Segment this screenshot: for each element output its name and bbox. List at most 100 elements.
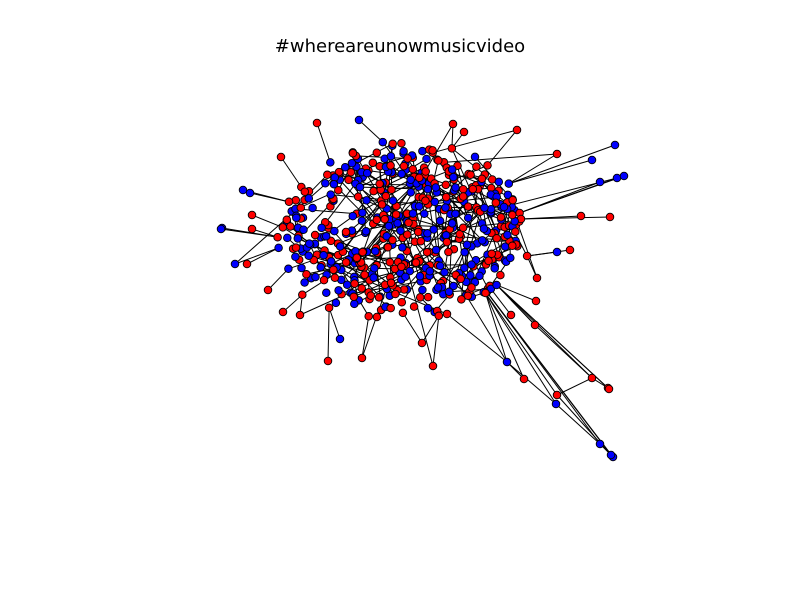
graph-node-red [483, 161, 492, 170]
graph-node-red [329, 265, 338, 275]
graph-node-red [330, 273, 340, 282]
graph-edge [508, 144, 616, 185]
graph-node-blue [490, 264, 499, 273]
graph-node-blue [423, 184, 433, 194]
graph-node-blue [308, 203, 317, 213]
graph-node-blue [415, 271, 425, 281]
graph-node-red [310, 230, 320, 240]
graph-node-red [368, 158, 378, 168]
graph-node-red [319, 275, 329, 285]
graph-edge [328, 307, 341, 340]
graph-node-red [481, 288, 490, 298]
graph-edge [421, 315, 440, 344]
graph-node-blue [587, 155, 597, 165]
graph-node-blue [551, 399, 561, 409]
graph-node-red [357, 284, 366, 293]
graph-node-blue [406, 175, 415, 185]
graph-node-blue [502, 357, 512, 367]
graph-edge [534, 324, 593, 379]
graph-node-blue [322, 288, 331, 298]
graph-edge [520, 215, 582, 220]
graph-node-red [605, 212, 615, 222]
graph-node-red [391, 289, 400, 299]
graph-node-red [358, 247, 367, 257]
graph-node-red [565, 245, 575, 255]
graph-node-red [458, 192, 468, 201]
graph-node-red [388, 139, 397, 149]
graph-node-red [323, 356, 333, 366]
graph-node-blue [418, 146, 427, 156]
graph-node-red [422, 248, 432, 257]
graph-node-red [530, 320, 540, 330]
graph-node-blue [444, 287, 454, 297]
graph-node-blue [503, 230, 512, 240]
graph-node-red [372, 312, 382, 322]
graph-node-red [353, 192, 363, 201]
graph-node-red [282, 215, 292, 225]
graph-node-blue [447, 219, 457, 228]
graph-node-red [372, 215, 381, 225]
graph-node-red [411, 258, 421, 267]
graph-edge [249, 192, 290, 203]
graph-node-blue [316, 262, 325, 272]
graph-node-blue [245, 188, 255, 198]
graph-node-blue [499, 202, 509, 212]
graph-node-blue [423, 303, 433, 313]
graph-node-blue [369, 273, 378, 282]
graph-edge [375, 220, 408, 249]
graph-node-blue [386, 152, 396, 161]
graph-node-blue [414, 202, 424, 211]
graph-node-red [552, 390, 562, 400]
graph-node-red [458, 184, 468, 194]
graph-node-red [463, 202, 473, 211]
graph-node-blue [463, 213, 473, 223]
graph-node-blue [304, 194, 314, 203]
graph-edge [519, 175, 625, 214]
graph-node-blue [398, 243, 407, 252]
graph-node-red [381, 191, 391, 201]
graph-node-blue [297, 263, 306, 273]
graph-node-blue [475, 271, 484, 281]
graph-node-blue [326, 190, 335, 199]
graph-node-red [352, 253, 362, 262]
graph-node-blue [283, 233, 292, 243]
graph-edge [486, 291, 612, 456]
graph-node-red [298, 290, 307, 299]
graph-node-red [399, 161, 409, 171]
graph-node-blue [399, 146, 408, 156]
graph-edge [527, 251, 558, 257]
graph-node-red [459, 127, 469, 137]
graph-node-red [463, 291, 473, 301]
graph-node-red [386, 161, 395, 170]
graph-node-blue [396, 226, 405, 235]
graph-node-blue [274, 243, 283, 253]
graph-node-blue [422, 154, 431, 164]
graph-edge [251, 228, 278, 238]
graph-node-blue [401, 272, 410, 282]
graph-node-red [532, 273, 542, 283]
graph-edge [234, 247, 279, 265]
graph-node-red [434, 311, 444, 321]
graph-node-blue [405, 266, 414, 276]
graph-node-blue [406, 188, 416, 197]
graph-node-blue [552, 247, 562, 257]
graph-node-red [428, 361, 438, 371]
graph-node-red [415, 293, 425, 302]
graph-node-red [284, 197, 294, 207]
graph-node-blue [348, 211, 358, 221]
graph-node-red [519, 374, 529, 384]
graph-node-red [349, 292, 359, 302]
graph-node-red [421, 196, 430, 205]
graph-node-red [242, 259, 252, 269]
graph-node-red [291, 243, 301, 252]
graph-node-red [506, 310, 516, 320]
graph-node-blue [441, 203, 450, 212]
graph-node-red [496, 270, 505, 280]
graph-node-blue [388, 196, 398, 205]
graph-node-blue [340, 162, 350, 172]
graph-node-blue [330, 226, 339, 236]
graph-node-blue [435, 216, 445, 226]
graph-node-blue [418, 285, 427, 295]
graph-edge [556, 377, 593, 396]
